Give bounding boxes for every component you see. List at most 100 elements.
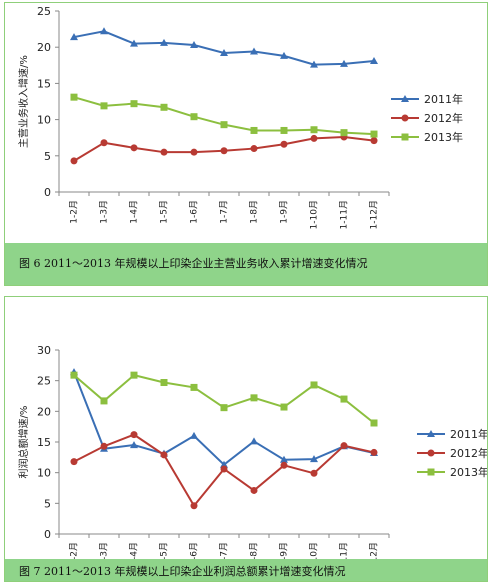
series-2013年 <box>70 371 378 427</box>
legend-marker <box>401 114 409 122</box>
data-point <box>370 419 378 427</box>
data-point <box>310 469 318 477</box>
data-point <box>130 100 138 108</box>
y-tick-label: 15 <box>37 436 51 449</box>
legend-marker <box>401 95 409 102</box>
data-point <box>190 148 198 156</box>
data-point <box>250 145 258 153</box>
x-tick-label: 1-8月 <box>249 542 260 559</box>
data-point <box>280 455 288 463</box>
series-2013年 <box>70 93 378 138</box>
x-tick-label: 1-3月 <box>99 542 110 559</box>
revenue-growth-chart: 0 5 10 15 20 25 1-2月 1-3月 1-4月 1-5月 1-6月 1-7月 1-8月 1-… <box>17 5 463 229</box>
data-point <box>100 442 108 450</box>
x-tick-label: 1-4月 <box>129 200 140 224</box>
y-tick-label: 15 <box>37 77 51 90</box>
x-tick-label: 1-4月 <box>129 542 140 559</box>
y-axis-title: 主营业务收入增速/% <box>17 55 30 148</box>
data-point <box>190 431 198 439</box>
x-tick-label: 1-10月 <box>309 542 320 559</box>
data-point <box>220 48 228 56</box>
y-tick-label: 10 <box>37 114 51 127</box>
data-point <box>310 126 318 134</box>
x-tick-label: 1-7月 <box>219 542 230 559</box>
data-point <box>100 397 108 405</box>
figure-6-panel: 0 5 10 15 20 25 1-2月 1-3月 1-4月 1-5月 1-6月 1-7月 1-8月 1-… <box>4 2 488 286</box>
data-point <box>370 448 378 456</box>
data-point <box>160 103 168 111</box>
data-point <box>130 441 138 449</box>
y-tick-label: 10 <box>37 467 51 480</box>
figure-7-panel: 0 5 10 15 20 25 30 1-2月 1-3月 1-4月 1-5月 1-6月 1-7月 1-8月… <box>4 296 488 582</box>
x-tick-label: 1-2月 <box>69 200 80 224</box>
x-tick-label: 1-12月 <box>369 200 380 229</box>
data-point <box>310 134 318 142</box>
data-point <box>340 129 348 137</box>
legend-marker <box>401 133 409 141</box>
data-point <box>370 130 378 138</box>
data-point <box>220 121 228 129</box>
x-tick-label: 1-11月 <box>339 200 350 229</box>
legend-item: 2013年 <box>417 465 487 479</box>
x-tick-label: 1-5月 <box>159 200 170 224</box>
x-tick-label: 1-3月 <box>99 200 110 224</box>
data-point <box>310 381 318 389</box>
legend-label: 2013年 <box>450 465 487 479</box>
legend-item: 2012年 <box>391 111 463 125</box>
y-tick-label: 30 <box>37 344 51 357</box>
legend-label: 2013年 <box>424 130 463 144</box>
figure-7-caption: 图 7 2011～2013 年规模以上印染企业利润总额累计增速变化情况 <box>19 565 346 578</box>
data-point <box>280 140 288 148</box>
data-point <box>160 379 168 387</box>
data-point <box>190 113 198 121</box>
x-tick-label: 1-2月 <box>69 542 80 559</box>
data-point <box>130 144 138 152</box>
series-line <box>73 374 375 424</box>
legend-item: 2012年 <box>417 446 487 460</box>
data-point <box>130 39 138 47</box>
data-point <box>280 51 288 59</box>
series-2011年 <box>70 368 378 468</box>
legend-marker <box>427 468 435 476</box>
legend-item: 2011年 <box>417 427 487 441</box>
data-point <box>160 451 168 459</box>
legend-label: 2012年 <box>424 111 463 125</box>
data-point <box>250 394 258 402</box>
data-point <box>280 461 288 469</box>
y-axis-title: 利润总额增速/% <box>17 406 30 479</box>
data-point <box>130 371 138 379</box>
data-point <box>220 460 228 468</box>
data-point <box>310 60 318 68</box>
data-point <box>370 56 378 64</box>
legend-item: 2013年 <box>391 130 463 144</box>
data-point <box>160 148 168 156</box>
data-point <box>220 404 228 412</box>
data-point <box>220 465 228 473</box>
data-point <box>340 59 348 67</box>
data-point <box>70 458 78 466</box>
data-point <box>130 431 138 439</box>
data-point <box>100 139 108 147</box>
data-point <box>70 157 78 165</box>
legend-label: 2012年 <box>450 446 487 460</box>
y-tick-label: 5 <box>44 497 51 510</box>
data-point <box>340 442 348 450</box>
data-point <box>280 403 288 411</box>
series-line <box>73 30 375 66</box>
series-line <box>73 371 375 467</box>
figure-6-caption-bar: 图 6 2011～2013 年规模以上印染企业主营业务收入累计增速变化情况 <box>5 243 487 285</box>
data-point <box>70 93 78 101</box>
x-tick-label: 1-9月 <box>279 200 290 224</box>
data-point <box>370 137 378 145</box>
data-point <box>250 437 258 445</box>
x-tick-label: 1-11月 <box>339 542 350 559</box>
y-tick-label: 0 <box>44 528 51 541</box>
y-tick-label: 25 <box>37 5 51 18</box>
legend-marker <box>427 430 435 437</box>
data-point <box>250 486 258 494</box>
data-point <box>100 27 108 35</box>
data-point <box>190 41 198 49</box>
x-tick-label: 1-6月 <box>189 200 200 224</box>
x-tick-label: 1-9月 <box>279 542 290 559</box>
legend-marker <box>427 449 435 457</box>
